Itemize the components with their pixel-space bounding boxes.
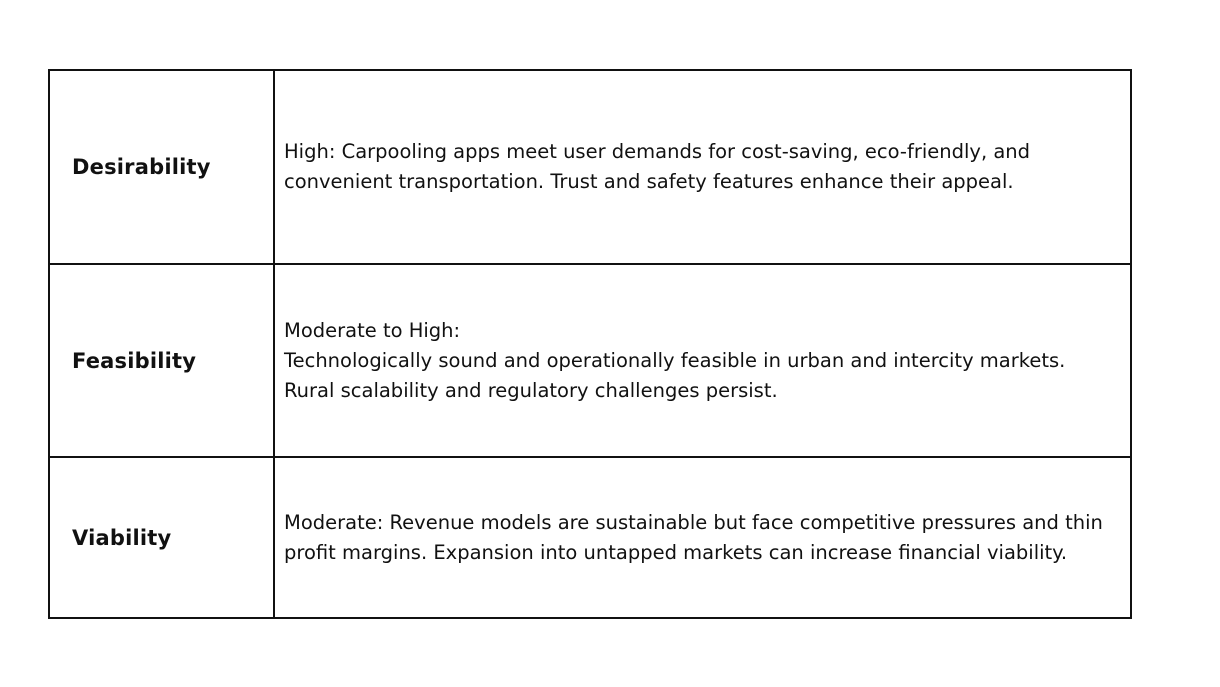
description-line: Moderate to High: (284, 318, 461, 342)
description-line: Rural scalability and regulatory challen… (284, 378, 778, 402)
description-line: Moderate: Revenue models are sustainable… (284, 510, 1103, 534)
row-label-viability: Viability (48, 456, 275, 619)
description-line: convenient transportation. Trust and saf… (284, 170, 1014, 193)
table-row-feasibility: Feasibility Moderate to High: Technologi… (48, 263, 1132, 458)
table-row-viability: Viability Moderate: Revenue models are s… (48, 456, 1132, 619)
row-description-desirability: High: Carpooling apps meet user demands … (273, 69, 1132, 265)
row-label-desirability: Desirability (48, 69, 275, 265)
description-line: profit margins. Expansion into untapped … (284, 540, 1068, 564)
description-line: High: Carpooling apps meet user demands … (284, 140, 1031, 163)
row-label-feasibility: Feasibility (48, 263, 275, 458)
row-description-feasibility: Moderate to High: Technologically sound … (273, 263, 1132, 458)
table-row-desirability: Desirability High: Carpooling apps meet … (48, 69, 1132, 265)
description-line: Technologically sound and operationally … (284, 348, 1066, 372)
evaluation-table: Desirability High: Carpooling apps meet … (48, 69, 1132, 619)
row-description-viability: Moderate: Revenue models are sustainable… (273, 456, 1132, 619)
